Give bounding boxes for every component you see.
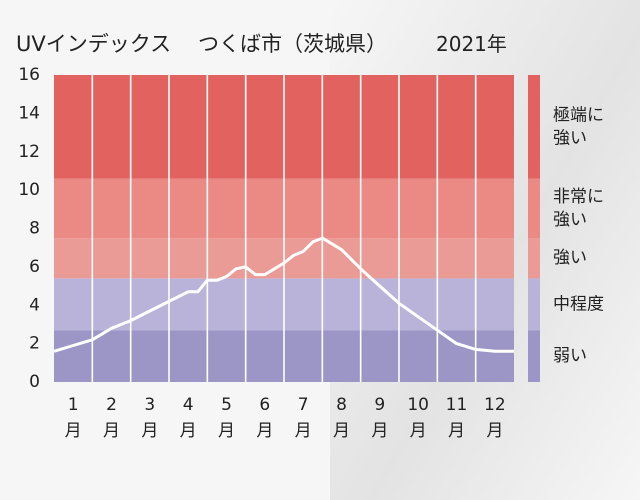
x-tick-unit: 月 bbox=[218, 421, 235, 441]
x-tick-label: 1 bbox=[68, 395, 79, 415]
x-tick-label: 10 bbox=[407, 395, 429, 415]
x-tick-unit: 月 bbox=[371, 421, 388, 441]
legend-swatch-3 bbox=[528, 178, 540, 239]
x-tick-label: 7 bbox=[298, 395, 309, 415]
x-tick-unit: 月 bbox=[295, 421, 312, 441]
x-tick-label: 3 bbox=[144, 395, 155, 415]
x-tick-label: 6 bbox=[259, 395, 270, 415]
chart-title: UVインデックス bbox=[16, 32, 172, 56]
legend-label-4-0: 極端に bbox=[553, 105, 604, 125]
x-tick-unit: 月 bbox=[256, 421, 273, 441]
y-axis-ticks: 0 2 4 6 8 10 12 14 16 bbox=[18, 65, 40, 392]
location-label: つくば市（茨城県） bbox=[198, 32, 387, 56]
x-tick-unit: 月 bbox=[141, 421, 158, 441]
y-tick-label: 16 bbox=[18, 65, 40, 85]
y-tick-label: 4 bbox=[29, 295, 40, 315]
y-tick-label: 0 bbox=[29, 372, 40, 392]
uv-series-line bbox=[53, 236, 514, 353]
legend-label-3-0: 非常に bbox=[553, 187, 604, 207]
y-tick-label: 14 bbox=[18, 103, 40, 123]
x-axis-ticks: 1 月 2 月 3 月 4 月 5 月 6 月 7 月 8 月 9 月 10 月 11 月 12 月 bbox=[65, 395, 506, 441]
y-tick-label: 6 bbox=[29, 257, 40, 277]
legend-label-3-1: 強い bbox=[553, 210, 587, 230]
x-tick-label: 12 bbox=[484, 395, 506, 415]
x-tick-unit: 月 bbox=[486, 421, 503, 441]
x-tick-label: 2 bbox=[106, 395, 117, 415]
y-tick-label: 8 bbox=[29, 219, 40, 239]
legend-label-1-0: 中程度 bbox=[553, 294, 604, 314]
x-tick-unit: 月 bbox=[333, 421, 350, 441]
legend-label-2-0: 強い bbox=[553, 248, 587, 268]
legend-swatch-2 bbox=[528, 238, 540, 279]
x-tick-unit: 月 bbox=[180, 421, 197, 441]
x-tick-unit: 月 bbox=[410, 421, 427, 441]
year-label: 2021年 bbox=[436, 32, 507, 56]
x-tick-label: 5 bbox=[221, 395, 232, 415]
y-tick-label: 10 bbox=[18, 180, 40, 200]
legend-strip bbox=[528, 75, 540, 382]
x-tick-unit: 月 bbox=[448, 421, 465, 441]
y-tick-label: 2 bbox=[29, 334, 40, 354]
legend-swatch-0 bbox=[528, 330, 540, 382]
x-tick-label: 4 bbox=[183, 395, 194, 415]
x-tick-label: 11 bbox=[446, 395, 468, 415]
month-gridlines bbox=[91, 75, 477, 382]
x-tick-label: 8 bbox=[336, 395, 347, 415]
legend-swatch-4 bbox=[528, 75, 540, 179]
legend-label-4-1: 強い bbox=[553, 128, 587, 148]
x-tick-unit: 月 bbox=[65, 421, 82, 441]
legend-label-0-0: 弱い bbox=[553, 346, 587, 366]
x-tick-label: 9 bbox=[374, 395, 385, 415]
legend-swatch-1 bbox=[528, 278, 540, 331]
y-tick-label: 12 bbox=[18, 142, 40, 162]
x-tick-unit: 月 bbox=[103, 421, 120, 441]
